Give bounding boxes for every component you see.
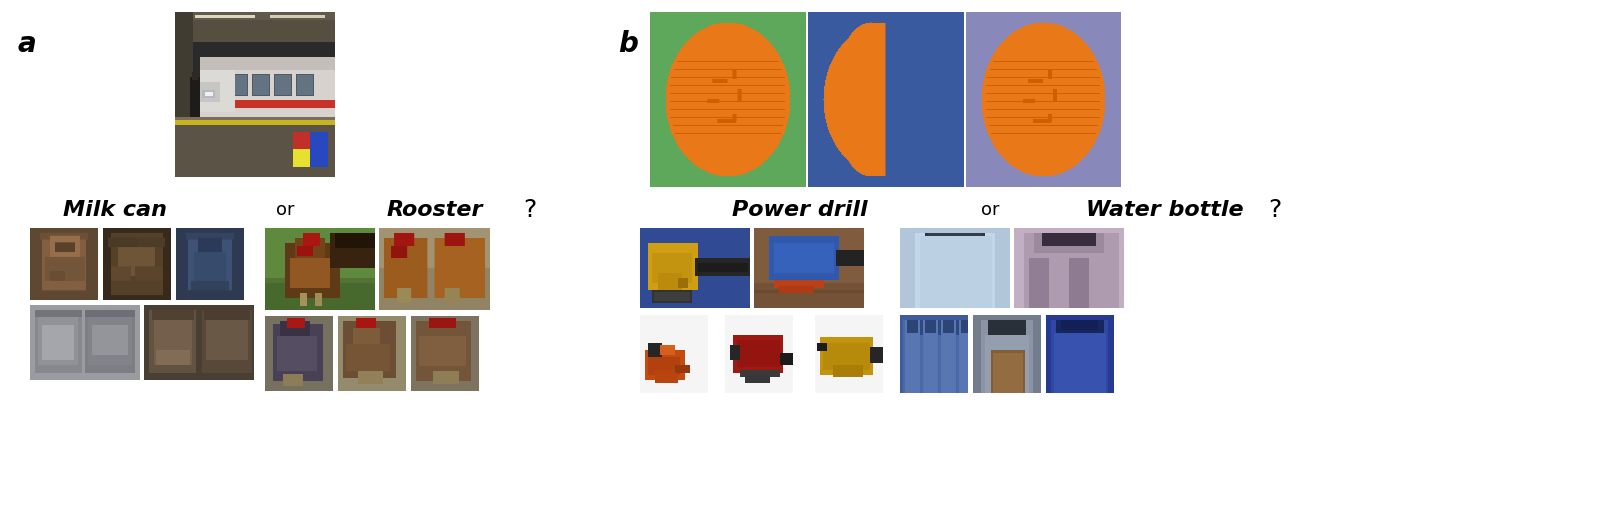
Text: a: a <box>18 30 37 58</box>
Text: Milk can: Milk can <box>62 200 166 220</box>
Text: ?: ? <box>523 198 536 222</box>
Text: Power drill: Power drill <box>733 200 867 220</box>
Text: or: or <box>275 201 294 219</box>
Text: b: b <box>618 30 638 58</box>
Text: or: or <box>981 201 1000 219</box>
Text: Rooster: Rooster <box>387 200 483 220</box>
Text: ?: ? <box>1269 198 1282 222</box>
Text: Water bottle: Water bottle <box>1086 200 1243 220</box>
